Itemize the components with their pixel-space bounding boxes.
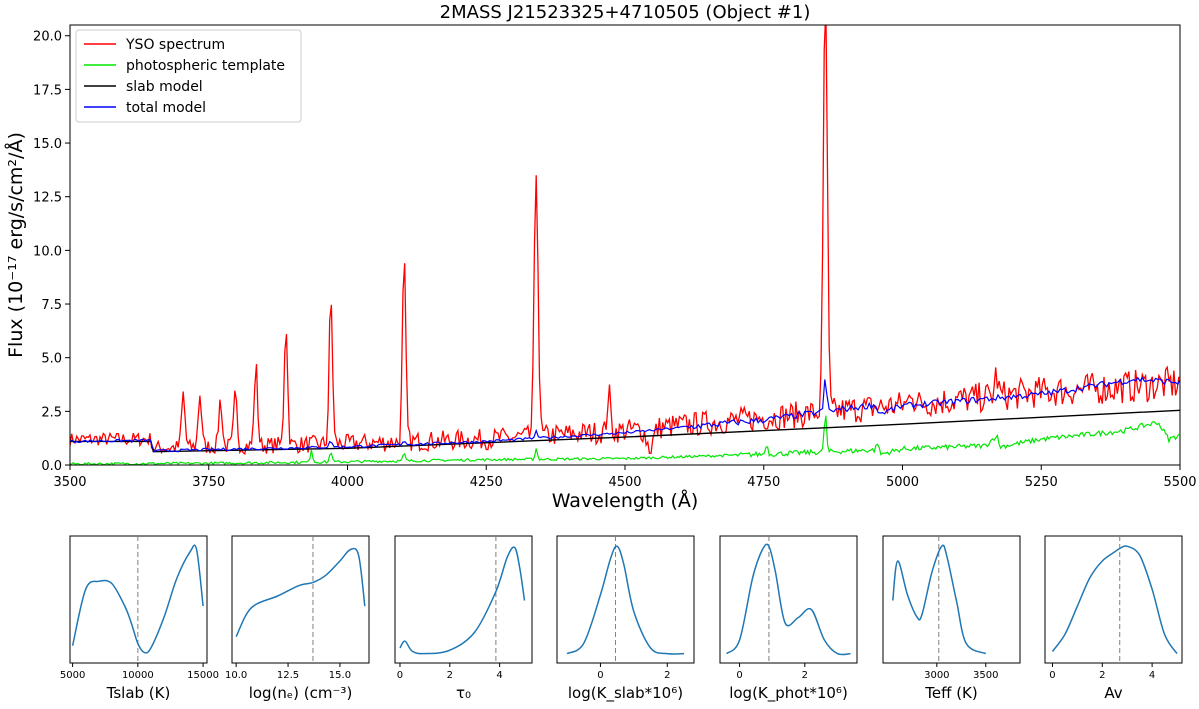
posterior-panel: 10.0 12.5 15.0 log(nₑ) (cm⁻³) xyxy=(225,535,370,702)
panel-x-label: log(nₑ) (cm⁻³) xyxy=(249,684,353,702)
posterior-curve xyxy=(725,543,851,656)
panel-frame xyxy=(556,535,695,664)
x-tick-label: 5250 xyxy=(1025,475,1058,490)
posterior-panel: 3000 3500 Teff (K) xyxy=(882,535,1021,702)
panel-frame xyxy=(719,535,858,664)
panel-x-tick-label: 2 xyxy=(447,670,453,681)
x-tick-label: 3750 xyxy=(192,475,225,490)
x-tick-label: 4000 xyxy=(331,475,364,490)
y-tick-label: 17.5 xyxy=(33,83,62,98)
legend-entry: photospheric template xyxy=(126,58,285,74)
posterior-curve xyxy=(399,546,526,655)
panel-x-tick-label: 10000 xyxy=(122,670,154,681)
panel-x-tick-label: 15000 xyxy=(187,670,219,681)
panel-x-tick-label: 0 xyxy=(1049,670,1055,681)
panel-x-tick-label: 2 xyxy=(1099,670,1105,681)
panel-x-tick-label: 15.0 xyxy=(329,670,351,681)
x-tick-label: 5000 xyxy=(886,475,919,490)
panel-x-label: log(K_phot*10⁶) xyxy=(729,684,848,703)
panel-x-label: Av xyxy=(1104,684,1122,702)
legend: YSO spectrum photospheric template slab mo… xyxy=(75,29,302,123)
posterior-curve xyxy=(566,545,685,655)
panel-x-tick-label: 0 xyxy=(597,670,603,681)
x-tick-label: 4500 xyxy=(608,475,641,490)
y-tick-label: 15.0 xyxy=(33,137,62,152)
panel-frame xyxy=(1044,535,1183,664)
panel-x-tick-label: 4 xyxy=(1149,670,1155,681)
y-tick-label: 5.0 xyxy=(41,352,62,367)
y-tick-label: 7.5 xyxy=(41,298,62,313)
series-photospheric-template xyxy=(70,415,1180,465)
x-tick-label: 4750 xyxy=(747,475,780,490)
panel-x-tick-label: 12.5 xyxy=(277,670,299,681)
panel-x-tick-label: 0 xyxy=(736,670,742,681)
axis-ticks: 3500 3750 4000 4250 4500 4750 5000 5250 5500 0.0 2… xyxy=(33,30,1197,490)
posterior-curve xyxy=(1051,545,1178,655)
panel-frame xyxy=(882,535,1021,664)
x-tick-label: 5500 xyxy=(1163,475,1196,490)
series-yso-spectrum xyxy=(70,25,1180,456)
y-axis-label: Flux (10⁻¹⁷ erg/s/cm²/Å) xyxy=(4,132,27,358)
panel-x-tick-label: 5000 xyxy=(60,670,85,681)
posterior-panels: 5000 10000 15000 Tslab (K) 10.0 12.5 15.0 log(n… xyxy=(60,535,1183,703)
plot-frame xyxy=(69,24,1181,466)
panel-x-label: Tslab (K) xyxy=(106,684,171,702)
posterior-curve xyxy=(892,544,987,655)
panel-x-label: τ₀ xyxy=(456,684,471,702)
y-tick-label: 10.0 xyxy=(33,244,62,259)
legend-entry: YSO spectrum xyxy=(125,37,225,53)
chart-title: 2MASS J21523325+4710505 (Object #1) xyxy=(440,2,811,23)
panel-x-tick-label: 10.0 xyxy=(225,670,247,681)
y-tick-label: 20.0 xyxy=(33,30,62,45)
panel-x-tick-label: 2 xyxy=(664,670,670,681)
panel-x-tick-label: 2 xyxy=(802,670,808,681)
plot-area xyxy=(70,25,1180,465)
panel-x-tick-label: 4 xyxy=(496,670,502,681)
panel-frame xyxy=(394,535,533,664)
posterior-curve xyxy=(71,544,204,654)
panel-x-label: Teff (K) xyxy=(924,684,978,702)
y-tick-label: 12.5 xyxy=(33,191,62,206)
legend-entry: total model xyxy=(126,100,206,116)
x-tick-label: 4250 xyxy=(470,475,503,490)
panel-x-tick-label: 3500 xyxy=(973,670,998,681)
y-tick-label: 2.5 xyxy=(41,405,62,420)
posterior-panel: 5000 10000 15000 Tslab (K) xyxy=(60,535,219,702)
y-tick-label: 0.0 xyxy=(41,459,62,474)
main-spectrum-chart: 2MASS J21523325+4710505 (Object #1) 3500… xyxy=(4,2,1197,512)
legend-entry: slab model xyxy=(126,79,203,95)
posterior-curve xyxy=(235,547,366,638)
panel-frame xyxy=(69,535,208,664)
panel-frame xyxy=(231,535,370,664)
panel-x-label: log(K_slab*10⁶) xyxy=(568,684,683,703)
legend-box xyxy=(75,29,302,123)
posterior-panel: 0 2 4 Av xyxy=(1044,535,1183,702)
posterior-panel: 0 2 log(K_slab*10⁶) xyxy=(556,535,695,703)
panel-x-tick-label: 0 xyxy=(397,670,403,681)
posterior-panel: 0 2 log(K_phot*10⁶) xyxy=(719,535,858,703)
panel-x-tick-label: 3000 xyxy=(924,670,949,681)
x-axis-label: Wavelength (Å) xyxy=(552,489,699,512)
posterior-panel: 0 2 4 τ₀ xyxy=(394,535,533,702)
series-total-model xyxy=(70,376,1180,453)
x-tick-label: 3500 xyxy=(53,475,86,490)
series-slab-model xyxy=(70,409,1180,453)
